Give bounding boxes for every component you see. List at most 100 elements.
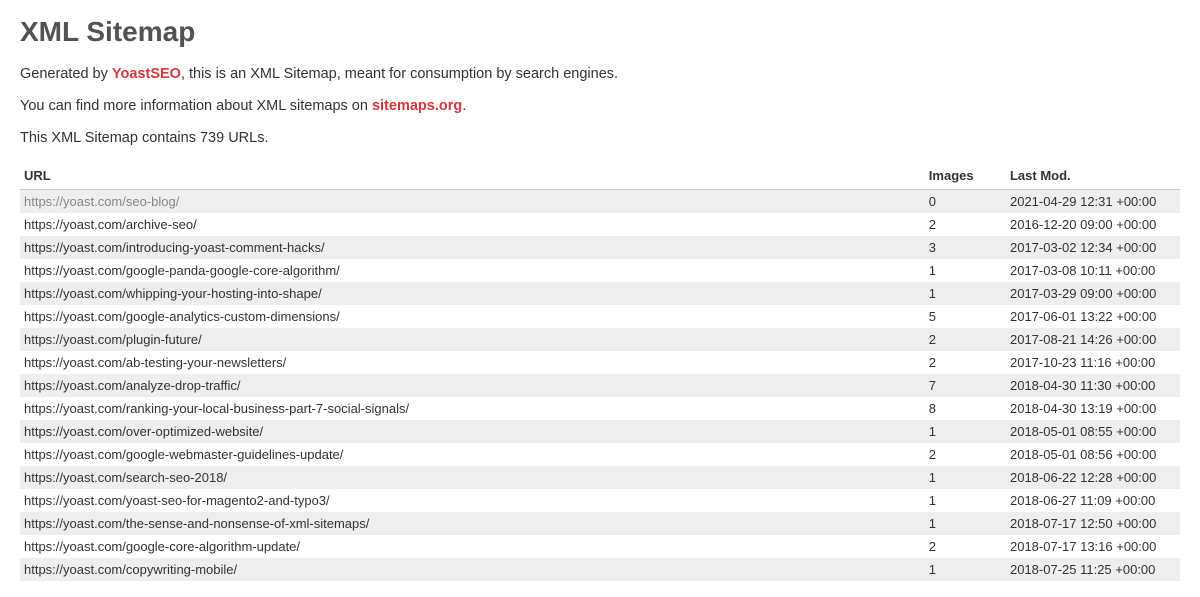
sitemap-url-link[interactable]: https://yoast.com/ab-testing-your-newsle…: [24, 355, 286, 370]
images-cell: 0: [925, 190, 1006, 214]
images-cell: 8: [925, 397, 1006, 420]
yoastseo-link[interactable]: YoastSEO: [112, 66, 181, 82]
sitemap-url-link[interactable]: https://yoast.com/introducing-yoast-comm…: [24, 240, 325, 255]
table-row: https://yoast.com/google-webmaster-guide…: [20, 443, 1180, 466]
images-cell: 1: [925, 259, 1006, 282]
lastmod-cell: 2017-08-21 14:26 +00:00: [1006, 328, 1180, 351]
sitemap-url-link[interactable]: https://yoast.com/search-seo-2018/: [24, 470, 227, 485]
images-cell: 2: [925, 443, 1006, 466]
table-row: https://yoast.com/ab-testing-your-newsle…: [20, 351, 1180, 374]
url-cell: https://yoast.com/google-core-algorithm-…: [20, 535, 925, 558]
images-cell: 2: [925, 328, 1006, 351]
url-count-line: This XML Sitemap contains 739 URLs.: [20, 130, 1180, 146]
lastmod-cell: 2018-06-27 11:09 +00:00: [1006, 489, 1180, 512]
url-cell: https://yoast.com/yoast-seo-for-magento2…: [20, 489, 925, 512]
url-cell: https://yoast.com/google-analytics-custo…: [20, 305, 925, 328]
url-cell: https://yoast.com/analyze-drop-traffic/: [20, 374, 925, 397]
images-cell: 3: [925, 236, 1006, 259]
images-cell: 2: [925, 213, 1006, 236]
sitemap-url-link[interactable]: https://yoast.com/yoast-seo-for-magento2…: [24, 493, 330, 508]
sitemap-url-link[interactable]: https://yoast.com/the-sense-and-nonsense…: [24, 516, 369, 531]
table-row: https://yoast.com/ranking-your-local-bus…: [20, 397, 1180, 420]
table-row: https://yoast.com/over-optimized-website…: [20, 420, 1180, 443]
sitemap-url-link[interactable]: https://yoast.com/plugin-future/: [24, 332, 202, 347]
images-cell: 1: [925, 466, 1006, 489]
url-cell: https://yoast.com/seo-blog/: [20, 190, 925, 214]
sitemap-url-link[interactable]: https://yoast.com/ranking-your-local-bus…: [24, 401, 409, 416]
sitemap-url-link[interactable]: https://yoast.com/google-panda-google-co…: [24, 263, 340, 278]
col-url: URL: [20, 162, 925, 190]
sitemap-url-link[interactable]: https://yoast.com/over-optimized-website…: [24, 424, 263, 439]
lastmod-cell: 2017-03-08 10:11 +00:00: [1006, 259, 1180, 282]
url-cell: https://yoast.com/introducing-yoast-comm…: [20, 236, 925, 259]
intro-line-2: You can find more information about XML …: [20, 98, 1180, 114]
lastmod-cell: 2018-07-17 12:50 +00:00: [1006, 512, 1180, 535]
images-cell: 7: [925, 374, 1006, 397]
images-cell: 1: [925, 489, 1006, 512]
intro-line-1: Generated by YoastSEO, this is an XML Si…: [20, 66, 1180, 82]
url-cell: https://yoast.com/plugin-future/: [20, 328, 925, 351]
page-title: XML Sitemap: [20, 16, 1180, 48]
url-cell: https://yoast.com/search-seo-2018/: [20, 466, 925, 489]
url-cell: https://yoast.com/ab-testing-your-newsle…: [20, 351, 925, 374]
col-images: Images: [925, 162, 1006, 190]
table-row: https://yoast.com/google-core-algorithm-…: [20, 535, 1180, 558]
url-cell: https://yoast.com/google-panda-google-co…: [20, 259, 925, 282]
table-header-row: URL Images Last Mod.: [20, 162, 1180, 190]
url-cell: https://yoast.com/whipping-your-hosting-…: [20, 282, 925, 305]
table-row: https://yoast.com/introducing-yoast-comm…: [20, 236, 1180, 259]
url-cell: https://yoast.com/ranking-your-local-bus…: [20, 397, 925, 420]
sitemap-table: URL Images Last Mod. https://yoast.com/s…: [20, 162, 1180, 581]
col-lastmod: Last Mod.: [1006, 162, 1180, 190]
table-row: https://yoast.com/search-seo-2018/12018-…: [20, 466, 1180, 489]
lastmod-cell: 2018-07-25 11:25 +00:00: [1006, 558, 1180, 581]
images-cell: 1: [925, 558, 1006, 581]
images-cell: 1: [925, 512, 1006, 535]
table-row: https://yoast.com/plugin-future/22017-08…: [20, 328, 1180, 351]
lastmod-cell: 2018-05-01 08:55 +00:00: [1006, 420, 1180, 443]
lastmod-cell: 2017-10-23 11:16 +00:00: [1006, 351, 1180, 374]
images-cell: 1: [925, 282, 1006, 305]
table-row: https://yoast.com/copywriting-mobile/120…: [20, 558, 1180, 581]
images-cell: 2: [925, 535, 1006, 558]
sitemap-url-link[interactable]: https://yoast.com/whipping-your-hosting-…: [24, 286, 322, 301]
lastmod-cell: 2018-05-01 08:56 +00:00: [1006, 443, 1180, 466]
lastmod-cell: 2016-12-20 09:00 +00:00: [1006, 213, 1180, 236]
lastmod-cell: 2018-04-30 11:30 +00:00: [1006, 374, 1180, 397]
url-cell: https://yoast.com/copywriting-mobile/: [20, 558, 925, 581]
intro1-post: , this is an XML Sitemap, meant for cons…: [181, 66, 618, 82]
table-row: https://yoast.com/google-analytics-custo…: [20, 305, 1180, 328]
table-row: https://yoast.com/seo-blog/02021-04-29 1…: [20, 190, 1180, 214]
images-cell: 1: [925, 420, 1006, 443]
lastmod-cell: 2018-06-22 12:28 +00:00: [1006, 466, 1180, 489]
lastmod-cell: 2017-03-29 09:00 +00:00: [1006, 282, 1180, 305]
images-cell: 2: [925, 351, 1006, 374]
sitemap-url-link[interactable]: https://yoast.com/archive-seo/: [24, 217, 197, 232]
intro1-pre: Generated by: [20, 66, 112, 82]
sitemap-url-link[interactable]: https://yoast.com/google-core-algorithm-…: [24, 539, 300, 554]
url-cell: https://yoast.com/the-sense-and-nonsense…: [20, 512, 925, 535]
table-row: https://yoast.com/archive-seo/22016-12-2…: [20, 213, 1180, 236]
lastmod-cell: 2018-07-17 13:16 +00:00: [1006, 535, 1180, 558]
sitemap-url-link[interactable]: https://yoast.com/seo-blog/: [24, 194, 179, 209]
url-cell: https://yoast.com/over-optimized-website…: [20, 420, 925, 443]
sitemap-url-link[interactable]: https://yoast.com/copywriting-mobile/: [24, 562, 237, 577]
table-row: https://yoast.com/yoast-seo-for-magento2…: [20, 489, 1180, 512]
intro2-post: .: [462, 98, 466, 114]
intro2-pre: You can find more information about XML …: [20, 98, 372, 114]
sitemap-url-link[interactable]: https://yoast.com/analyze-drop-traffic/: [24, 378, 241, 393]
sitemap-url-link[interactable]: https://yoast.com/google-analytics-custo…: [24, 309, 340, 324]
sitemaps-org-link[interactable]: sitemaps.org: [372, 98, 462, 114]
lastmod-cell: 2018-04-30 13:19 +00:00: [1006, 397, 1180, 420]
table-row: https://yoast.com/the-sense-and-nonsense…: [20, 512, 1180, 535]
sitemap-url-link[interactable]: https://yoast.com/google-webmaster-guide…: [24, 447, 343, 462]
table-row: https://yoast.com/whipping-your-hosting-…: [20, 282, 1180, 305]
lastmod-cell: 2021-04-29 12:31 +00:00: [1006, 190, 1180, 214]
table-row: https://yoast.com/google-panda-google-co…: [20, 259, 1180, 282]
table-row: https://yoast.com/analyze-drop-traffic/7…: [20, 374, 1180, 397]
url-cell: https://yoast.com/google-webmaster-guide…: [20, 443, 925, 466]
lastmod-cell: 2017-03-02 12:34 +00:00: [1006, 236, 1180, 259]
images-cell: 5: [925, 305, 1006, 328]
lastmod-cell: 2017-06-01 13:22 +00:00: [1006, 305, 1180, 328]
url-cell: https://yoast.com/archive-seo/: [20, 213, 925, 236]
